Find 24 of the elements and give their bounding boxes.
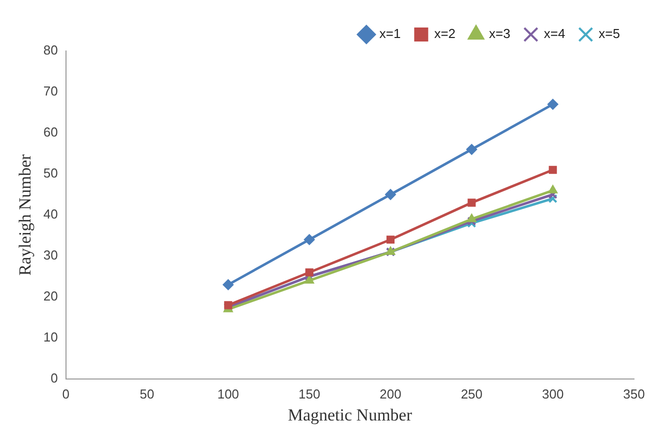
y-tick-label: 40 [43,206,58,222]
x-tick-label: 0 [62,386,70,402]
y-tick-label: 70 [43,84,58,99]
legend-label: x=2 [434,26,456,42]
y-tick-label: 0 [50,370,58,386]
y-tick-label: 80 [43,42,58,58]
x-tick-label: 150 [298,386,320,402]
y-tick-label: 60 [43,124,58,140]
x-tick-label: 50 [140,386,154,402]
y-tick-label: 20 [43,288,58,304]
x-tick-label: 250 [460,386,483,402]
x-tick-label: 200 [380,386,402,402]
x-tick-label: 100 [217,386,240,402]
x-tick-label: 300 [542,386,564,402]
legend-label: x=5 [598,26,620,42]
y-tick-label: 30 [43,248,58,263]
y-tick-label: 50 [43,166,58,181]
legend-label: x=4 [544,26,566,42]
legend-label: x=1 [379,26,401,42]
y-axis-title: Rayleigh Number [16,154,35,276]
x-tick-label: 350 [623,386,645,402]
y-tick-label: 10 [43,330,58,345]
legend-label: x=3 [489,26,510,42]
x-axis-title: Magnetic Number [288,405,412,424]
